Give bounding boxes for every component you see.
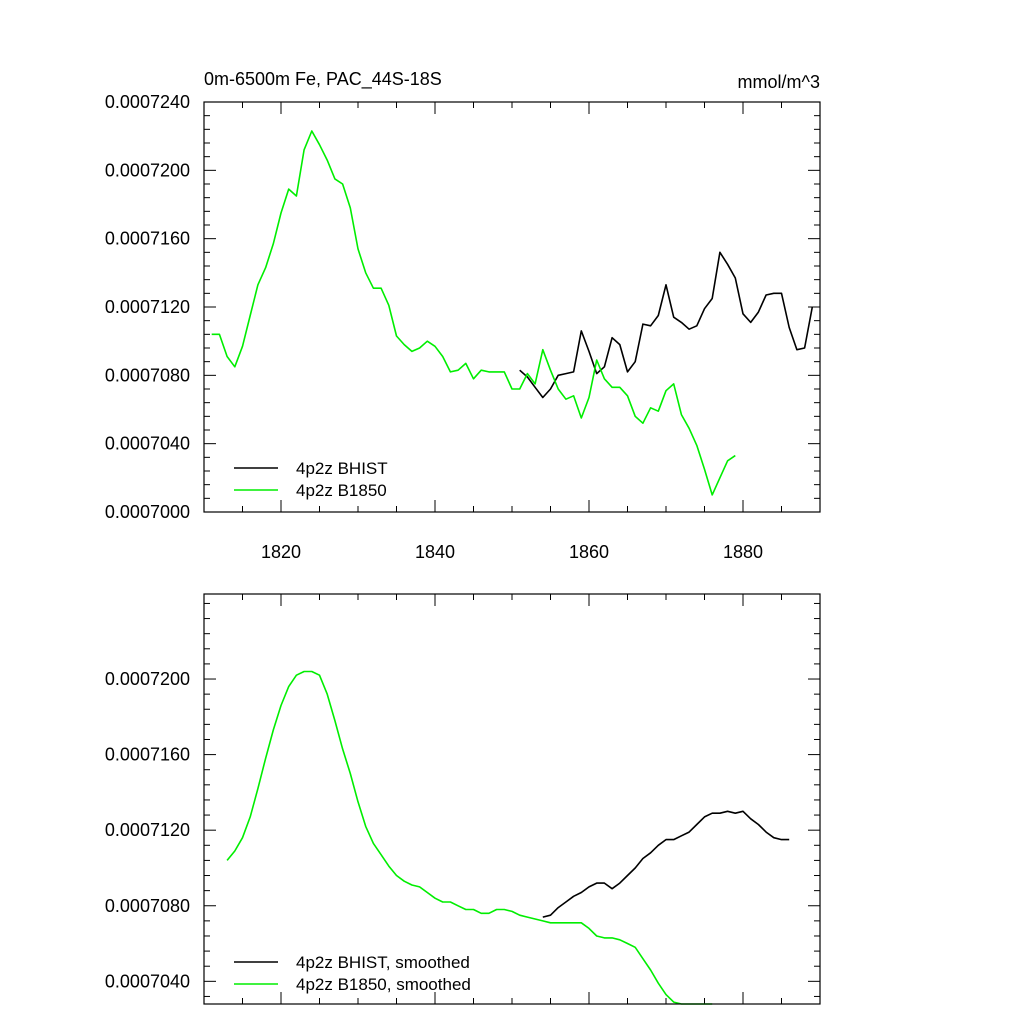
y-tick-label: 0.0007240 xyxy=(105,92,190,112)
y-tick-label: 0.0007040 xyxy=(105,434,190,454)
x-axis-ticks xyxy=(203,594,821,1004)
series-line-b1850 xyxy=(226,670,713,1005)
y-tick-label: 0.0007120 xyxy=(105,820,190,840)
y-tick-label: 0.0007080 xyxy=(105,365,190,385)
y-tick-label: 0.0007200 xyxy=(105,160,190,180)
legend-label-b1850: 4p2z B1850 xyxy=(296,481,387,500)
y-tick-label: 0.0007200 xyxy=(105,669,190,689)
x-tick-label: 1840 xyxy=(415,542,455,562)
legend-label-bhist: 4p2z BHIST xyxy=(296,459,388,478)
x-tick-label: 1860 xyxy=(569,542,609,562)
legend-label-b1850: 4p2z B1850, smoothed xyxy=(296,975,471,994)
y-axis-ticks: 0.0007000 0.0007040 0.0007080 0.0007120 0.00… xyxy=(105,92,820,522)
bottom-panel: 0.0007040 0.0007080 0.0007120 0.0007160 0.00… xyxy=(105,593,821,1005)
top-panel: 0m-6500m Fe, PAC_44S-18S mmol/m^3 0.0007… xyxy=(105,69,821,562)
series-line-bhist xyxy=(519,251,814,399)
y-tick-label: 0.0007120 xyxy=(105,297,190,317)
plot-frame xyxy=(203,593,821,1005)
series-line-b1850 xyxy=(211,130,736,496)
y-tick-label: 0.0007000 xyxy=(105,502,190,522)
y-tick-label: 0.0007080 xyxy=(105,896,190,916)
series-lines xyxy=(226,670,790,1005)
x-tick-label: 1880 xyxy=(723,542,763,562)
x-tick-label: 1820 xyxy=(261,542,301,562)
y-tick-label: 0.0007160 xyxy=(105,745,190,765)
x-axis-ticks: 1820 1840 1860 1880 xyxy=(203,102,821,562)
panel-title-right: mmol/m^3 xyxy=(738,72,820,92)
panel-title-left: 0m-6500m Fe, PAC_44S-18S xyxy=(204,69,442,90)
y-tick-label: 0.0007040 xyxy=(105,971,190,991)
legend-label-bhist: 4p2z BHIST, smoothed xyxy=(296,953,470,972)
plot-frame xyxy=(203,101,821,513)
legend: 4p2z BHIST 4p2z B1850 xyxy=(234,459,388,500)
series-lines xyxy=(211,130,814,496)
y-axis-ticks: 0.0007040 0.0007080 0.0007120 0.0007160 0.00… xyxy=(105,602,820,997)
series-line-bhist xyxy=(542,810,790,918)
legend: 4p2z BHIST, smoothed 4p2z B1850, smoothe… xyxy=(234,953,471,994)
y-tick-label: 0.0007160 xyxy=(105,229,190,249)
